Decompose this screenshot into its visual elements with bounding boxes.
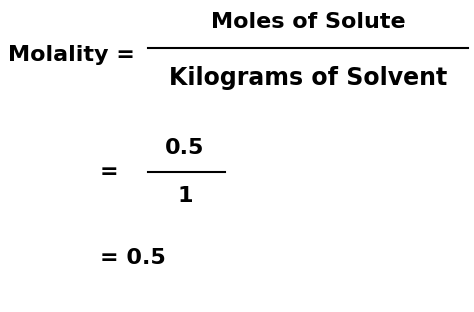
Text: Kilograms of Solvent: Kilograms of Solvent (169, 66, 447, 90)
Text: Molality =: Molality = (8, 45, 143, 65)
Text: = 0.5: = 0.5 (100, 248, 166, 268)
Text: 1: 1 (177, 186, 193, 206)
Text: =: = (100, 162, 118, 182)
Text: 0.5: 0.5 (165, 138, 205, 158)
Text: Moles of Solute: Moles of Solute (210, 12, 405, 32)
